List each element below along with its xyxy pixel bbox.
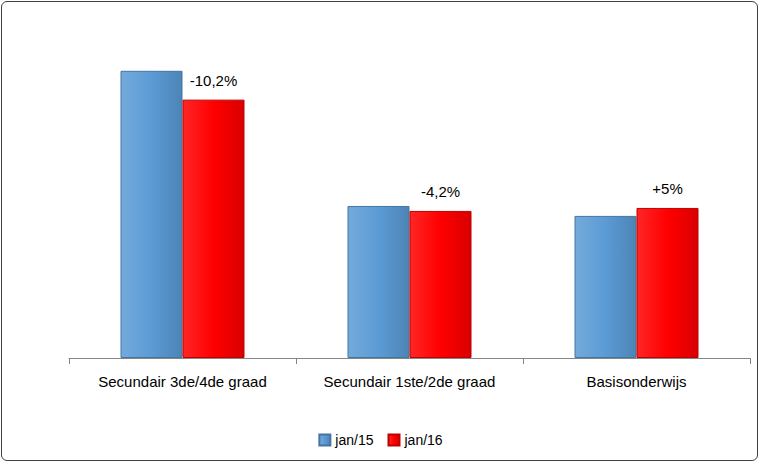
svg-text:Secundair 3de/4de graad: Secundair 3de/4de graad xyxy=(98,373,266,390)
svg-text:Secundair 1ste/2de graad: Secundair 1ste/2de graad xyxy=(324,373,496,390)
svg-text:Basisonderwijs: Basisonderwijs xyxy=(586,373,686,390)
svg-text:+5%: +5% xyxy=(652,180,682,197)
svg-text:-10,2%: -10,2% xyxy=(190,72,238,89)
svg-text:-4,2%: -4,2% xyxy=(421,183,460,200)
svg-text:jan/16: jan/16 xyxy=(404,432,443,448)
svg-text:jan/15: jan/15 xyxy=(334,432,373,448)
